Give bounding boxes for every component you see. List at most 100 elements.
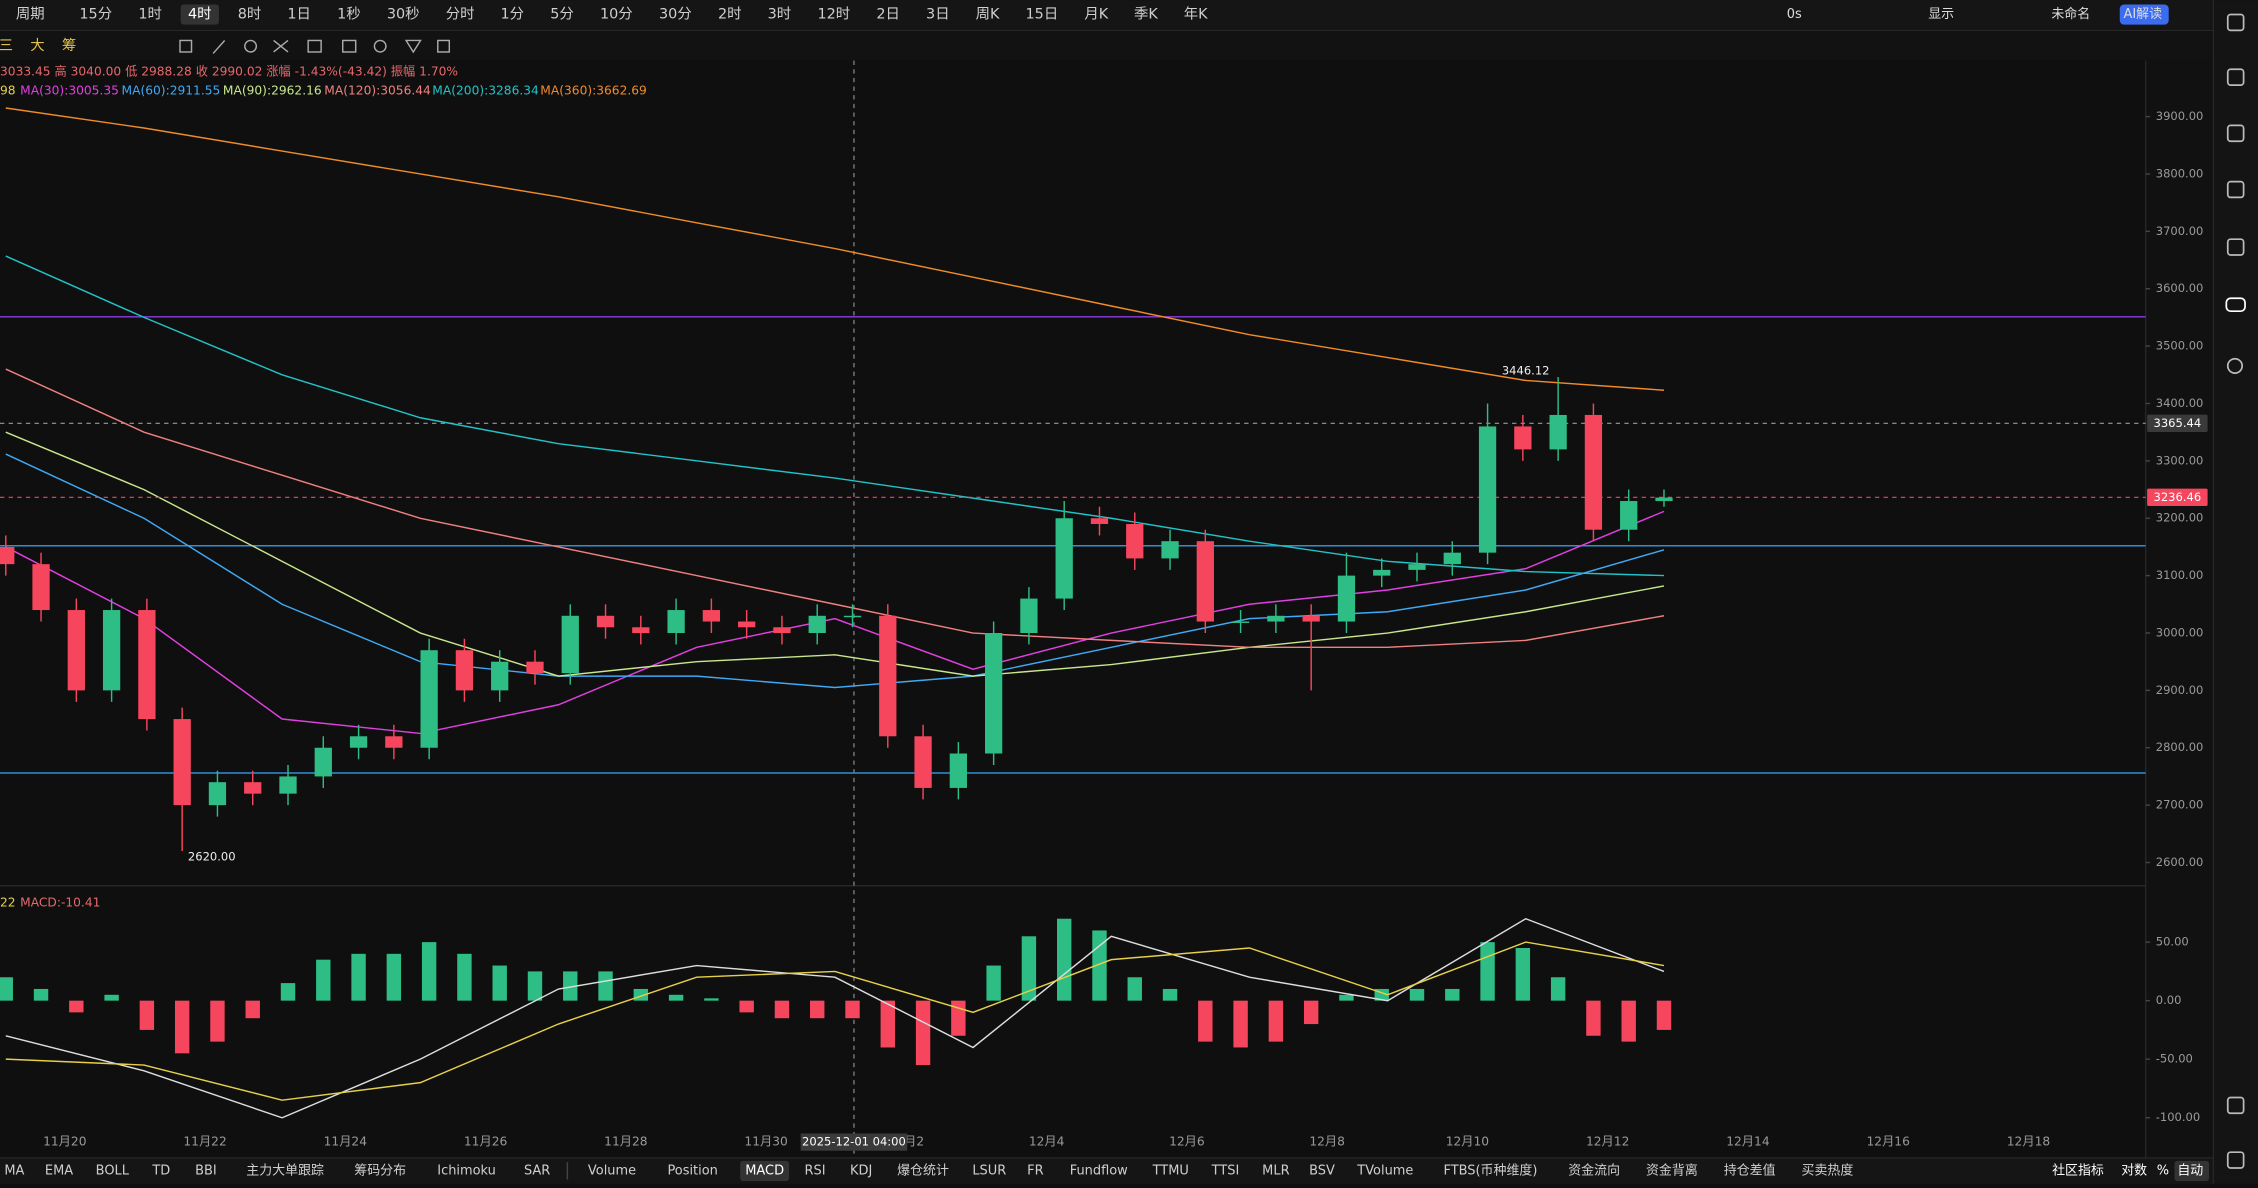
period-button[interactable]: 15分	[79, 6, 112, 23]
indicator-tab[interactable]: 筹码分布	[354, 1162, 406, 1178]
indicator-tab[interactable]: BSV	[1309, 1163, 1335, 1178]
period-button[interactable]: 4时	[188, 6, 212, 23]
tool-row	[0, 31, 2214, 61]
icon[interactable]	[2226, 1151, 2245, 1169]
indicator-tab[interactable]: 资金背离	[1646, 1162, 1698, 1178]
macd-bar	[774, 1000, 790, 1019]
icon[interactable]	[2226, 13, 2245, 32]
period-button[interactable]: 3日	[926, 7, 950, 23]
candle-body	[32, 564, 50, 611]
indicator-tab[interactable]: KDJ	[850, 1163, 872, 1178]
period-button[interactable]: 2日	[876, 7, 900, 23]
active-tab-bg	[740, 1160, 790, 1181]
icon[interactable]	[373, 39, 387, 53]
period-button[interactable]: 3时	[768, 6, 792, 23]
candle-body	[244, 782, 262, 794]
period-button[interactable]: 10分	[600, 6, 633, 23]
period-button[interactable]: 30秒	[387, 6, 420, 23]
toolbar-right-item[interactable]: 0s	[1787, 7, 1802, 22]
bottom-tabs	[0, 1157, 2214, 1184]
period-button[interactable]: 1分	[501, 6, 525, 23]
macd-bar	[986, 965, 1001, 1001]
tool-button[interactable]: 筹	[62, 37, 76, 54]
toolbar-right-item[interactable]: 显示	[1928, 7, 1954, 22]
indicator-tab[interactable]: FR	[1027, 1163, 1043, 1178]
indicator-tab[interactable]: 主力大单跟踪	[246, 1163, 324, 1178]
indicator-tab[interactable]: RSI	[805, 1163, 826, 1178]
period-button[interactable]: 周期	[16, 6, 45, 23]
candle-body	[1584, 414, 1603, 530]
period-button[interactable]: 季K	[1134, 6, 1158, 23]
period-button[interactable]: 8时	[238, 6, 262, 23]
icon[interactable]	[342, 39, 357, 53]
y-tick-label: 3300.00	[2156, 453, 2204, 467]
period-button[interactable]: 1秒	[337, 6, 361, 23]
indicator-tab[interactable]: Ichimoku	[437, 1163, 496, 1178]
icon[interactable]	[404, 39, 422, 54]
ma-legend: MA(90):2962.16	[223, 83, 322, 97]
candle-body	[984, 632, 1003, 754]
indicator-tab[interactable]: MACD	[745, 1163, 784, 1178]
icon[interactable]	[273, 39, 289, 53]
indicator-tab[interactable]: LSUR	[972, 1163, 1006, 1178]
candle-body	[1231, 621, 1250, 623]
icon[interactable]	[2226, 357, 2244, 374]
period-button[interactable]: 月K	[1084, 7, 1108, 23]
indicator-tab[interactable]: MLR	[1262, 1163, 1289, 1178]
ai-button-bg	[2119, 4, 2169, 25]
period-button[interactable]: 15日	[1026, 7, 1059, 23]
indicator-tab[interactable]: 持仓差值	[1724, 1162, 1776, 1178]
indicator-right-item[interactable]: 自动	[2177, 1163, 2203, 1178]
indicator-tab[interactable]: Volume	[588, 1163, 636, 1178]
period-button[interactable]: 1日	[287, 7, 311, 23]
indicator-tab[interactable]: 爆仓统计	[897, 1163, 949, 1178]
indicator-tab[interactable]: TD	[151, 1163, 170, 1178]
icon[interactable]	[2226, 124, 2245, 143]
icon[interactable]	[212, 39, 226, 54]
period-button[interactable]: 1时	[138, 6, 162, 23]
period-button[interactable]: 30分	[659, 6, 692, 23]
indicator-tab[interactable]: Position	[667, 1163, 717, 1178]
icon[interactable]	[2226, 238, 2245, 256]
icon[interactable]	[2226, 1096, 2245, 1115]
toolbar-right-item[interactable]: AI解读	[2123, 7, 2162, 22]
icon[interactable]	[2226, 180, 2245, 199]
period-button[interactable]: 年K	[1184, 6, 1208, 23]
icon[interactable]	[2226, 68, 2245, 86]
period-button[interactable]: 5分	[550, 6, 574, 23]
tool-button[interactable]: 三	[0, 38, 13, 54]
price-tag: 3365.44	[2154, 416, 2202, 430]
period-button[interactable]: 12时	[817, 6, 850, 23]
indicator-tab[interactable]: 资金流向	[1568, 1162, 1620, 1178]
icon[interactable]	[437, 39, 451, 53]
icon[interactable]	[244, 39, 258, 53]
indicator-right-item[interactable]: 对数	[2121, 1163, 2147, 1178]
icon[interactable]	[179, 39, 193, 53]
indicator-tab[interactable]: Fundflow	[1070, 1163, 1128, 1178]
indicator-tab[interactable]: 买卖热度	[1802, 1162, 1854, 1178]
candle-body	[67, 610, 85, 691]
indicator-tab[interactable]: EMA	[45, 1163, 73, 1178]
toolbar-right-item[interactable]: 未命名	[2051, 6, 2090, 22]
ma-line	[5, 431, 1665, 677]
macd-bar	[280, 983, 296, 1001]
icon[interactable]	[307, 39, 322, 53]
period-button[interactable]: 2时	[718, 6, 742, 23]
indicator-tab[interactable]: MA	[4, 1163, 24, 1178]
period-button[interactable]: 分时	[446, 6, 475, 23]
indicator-tab[interactable]: TTMU	[1152, 1163, 1189, 1178]
period-button[interactable]: 周K	[976, 7, 1000, 23]
ma-line	[5, 368, 1665, 649]
indicator-tab[interactable]: TTSI	[1211, 1163, 1240, 1178]
indicator-tab[interactable]: BOLL	[96, 1163, 130, 1178]
icon[interactable]	[2225, 297, 2246, 313]
indicator-tab[interactable]: TVolume	[1356, 1163, 1413, 1178]
indicator-tab[interactable]: SAR	[524, 1163, 550, 1178]
indicator-right-item[interactable]: 社区指标	[2052, 1162, 2104, 1178]
indicator-tab[interactable]: FTBS(币种维度)	[1443, 1162, 1537, 1178]
indicator-tab[interactable]: BBI	[195, 1163, 217, 1178]
indicator-right-item[interactable]: %	[2157, 1163, 2169, 1178]
tool-button[interactable]: 大	[30, 37, 44, 54]
price-tag-bg	[2147, 488, 2208, 506]
